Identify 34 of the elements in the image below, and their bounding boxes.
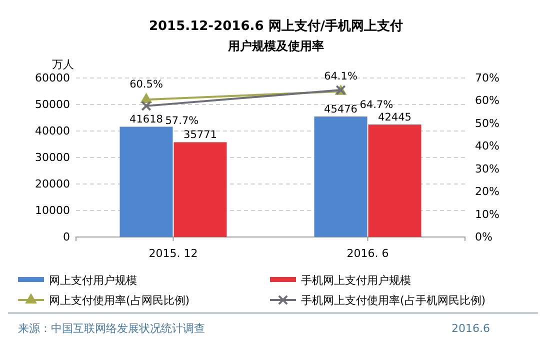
- y2-tick-label: 50%: [475, 116, 500, 130]
- y2-tick-label: 40%: [475, 140, 500, 153]
- legend-label: 手机网上支付使用率(占手机网民比例): [301, 294, 486, 307]
- y2-tick-label: 30%: [475, 162, 500, 176]
- y-tick-label: 60000: [35, 72, 70, 85]
- y-tick-label: 50000: [35, 98, 70, 112]
- source-note: 来源：中国互联网络发展状况统计调查: [18, 322, 205, 335]
- x-tick-label: 2016. 6: [346, 246, 389, 260]
- data-label: 60.5%: [130, 78, 163, 91]
- y-tick-label: 10000: [35, 204, 70, 218]
- chart-subtitle: 用户规模及使用率: [227, 39, 324, 53]
- x-tick-label: 2015. 12: [148, 246, 198, 260]
- y-tick-label: 0: [63, 230, 70, 244]
- y2-tick-label: 10%: [475, 208, 500, 221]
- y-tick-label: 40000: [35, 124, 70, 138]
- chart-title: 2015.12-2016.6 网上支付/手机网上支付: [148, 18, 404, 34]
- text: 2016.6: [452, 322, 490, 335]
- y-axis-title: 万人: [52, 58, 74, 71]
- data-label: 57.7%: [165, 114, 199, 127]
- data-label: 41618: [130, 114, 163, 126]
- y2-tick-label: 20%: [475, 185, 500, 198]
- legend-label: 手机网上支付用户规模: [301, 274, 411, 287]
- data-label: 45476: [324, 103, 358, 116]
- y2-tick-label: 0%: [475, 230, 492, 244]
- data-label: 64.7%: [360, 99, 394, 112]
- y-tick-label: 20000: [35, 178, 70, 191]
- data-label: 35771: [184, 129, 217, 142]
- legend-label: 网上支付使用率(占网民比例): [49, 294, 190, 307]
- y2-tick-label: 60%: [475, 94, 500, 108]
- y-tick-label: 30000: [35, 151, 70, 164]
- legend-label: 网上支付用户规模: [49, 274, 137, 287]
- data-label: 42445: [378, 112, 412, 124]
- data-label: 64.1%: [324, 70, 358, 82]
- y2-tick-label: 70%: [475, 72, 500, 85]
